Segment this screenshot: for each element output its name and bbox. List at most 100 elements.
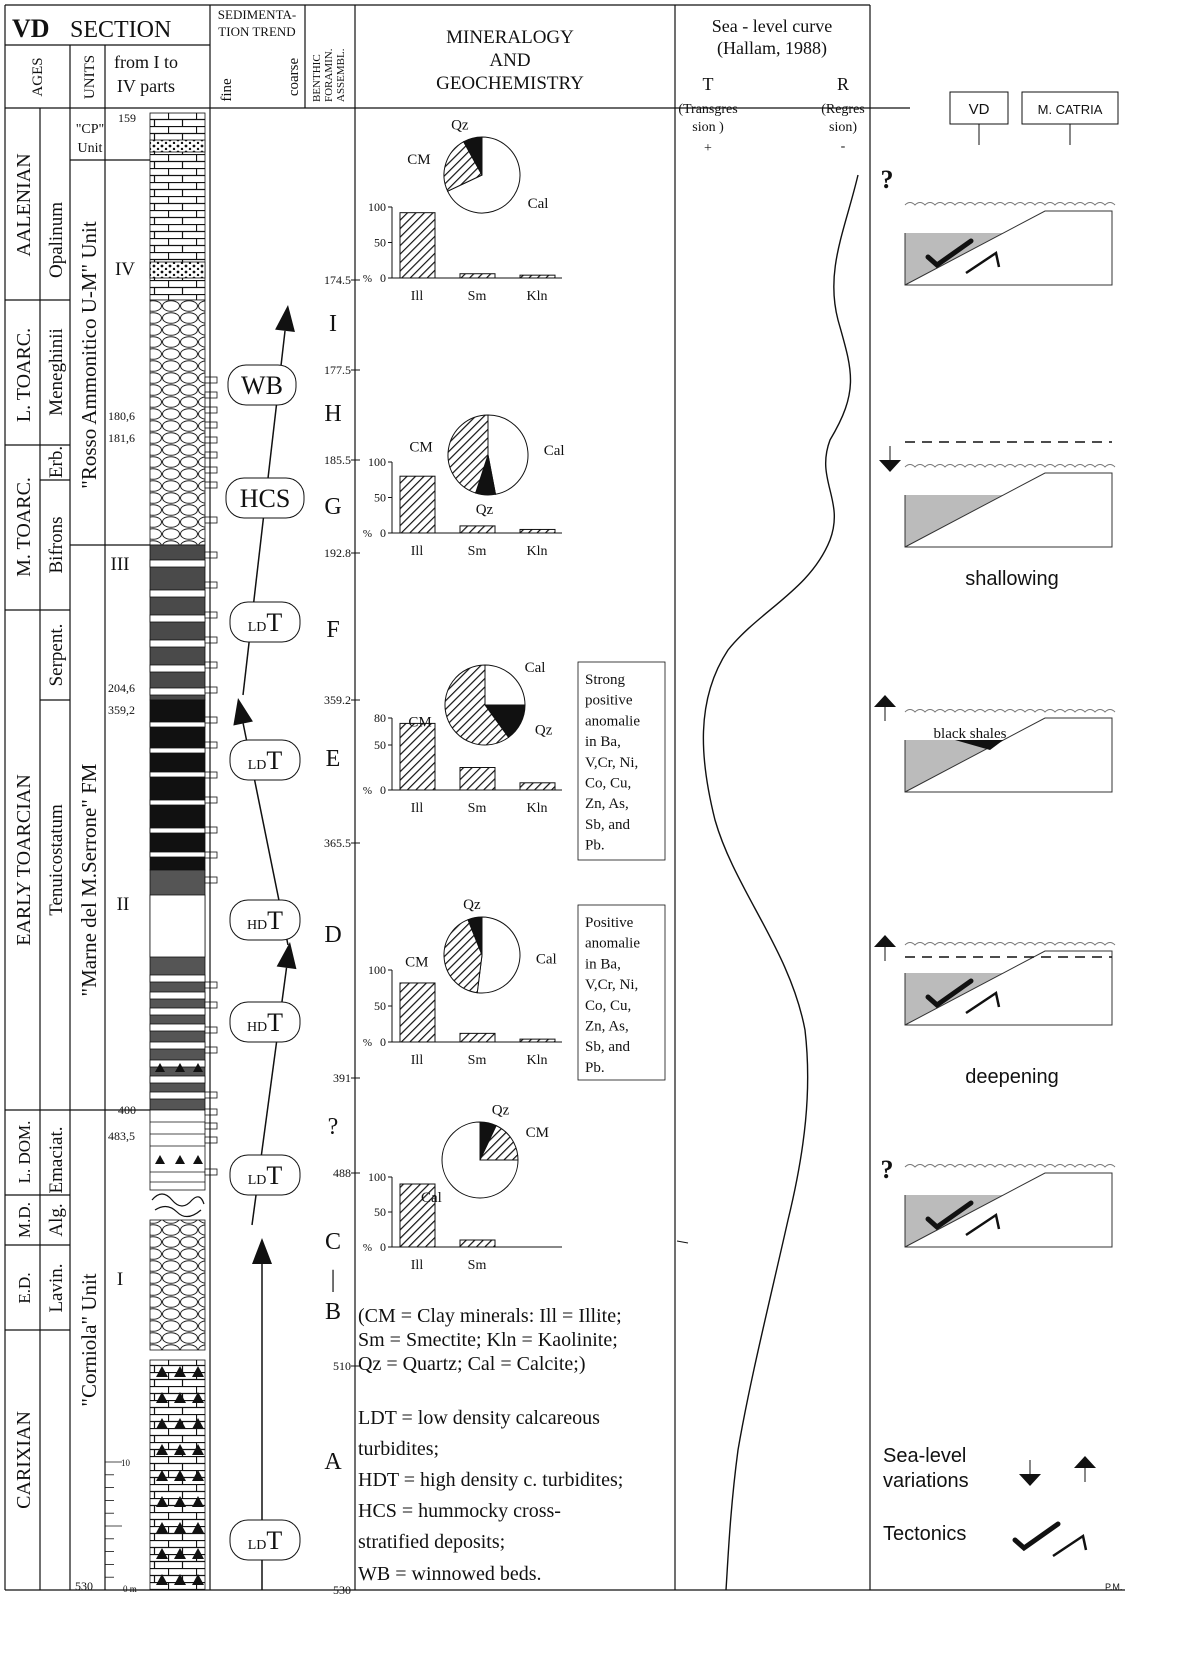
trend-label: WB bbox=[241, 371, 283, 400]
legend: stratified deposits; bbox=[358, 1531, 505, 1553]
bed-edge bbox=[204, 661, 218, 669]
bed-edge bbox=[204, 771, 218, 779]
fall-arrow bbox=[1019, 1474, 1041, 1486]
notes: Co, Cu, bbox=[585, 998, 631, 1014]
limestone-bed bbox=[149, 851, 206, 858]
chert bbox=[156, 1392, 168, 1403]
conglomerate bbox=[149, 261, 206, 279]
limestone-bed bbox=[149, 799, 206, 806]
name: CM bbox=[407, 152, 430, 168]
zones: Opalinum bbox=[46, 202, 67, 278]
parts: I bbox=[117, 1269, 123, 1290]
water-surface bbox=[904, 464, 1116, 468]
water-surface bbox=[904, 942, 1116, 946]
notes: Pb. bbox=[585, 838, 605, 854]
text: (Transgres bbox=[678, 102, 737, 117]
chert bbox=[156, 1418, 168, 1429]
shelf-outline bbox=[904, 950, 1113, 1026]
chert bbox=[174, 1392, 186, 1403]
fall-arrow bbox=[879, 460, 901, 472]
notes: Strong bbox=[585, 672, 626, 688]
depths: 365.5 bbox=[324, 836, 351, 850]
ages: AALENIAN bbox=[13, 153, 35, 256]
trend-label: LDT bbox=[248, 608, 283, 637]
categories: Ill bbox=[411, 1053, 424, 1068]
tectonics: Tectonics bbox=[883, 1523, 966, 1545]
chert bbox=[192, 1548, 204, 1559]
bed-edge bbox=[204, 686, 218, 694]
trend-label: HCS bbox=[240, 484, 291, 513]
marne: "Marne del M.Serrone" FM bbox=[77, 763, 101, 996]
limestone-bed bbox=[149, 559, 206, 568]
categories: Kln bbox=[527, 289, 548, 304]
legend: HCS = hummocky cross- bbox=[358, 1500, 561, 1522]
limestone-bed bbox=[149, 1023, 206, 1032]
text: sion ) bbox=[692, 120, 724, 135]
bed-edge bbox=[204, 516, 218, 524]
notes: Positive bbox=[585, 915, 634, 931]
black-shales: black shales bbox=[934, 726, 1007, 742]
yticks: 100 bbox=[368, 455, 386, 469]
trend-label: LDT bbox=[248, 746, 283, 775]
limestone-bed bbox=[149, 614, 206, 623]
categories: Kln bbox=[527, 801, 548, 816]
ages: EARLY TOARCIAN bbox=[13, 774, 35, 946]
chert bbox=[192, 1496, 204, 1507]
notes: V,Cr, Ni, bbox=[585, 977, 638, 993]
yticks: 80 bbox=[374, 711, 386, 725]
notes: V,Cr, Ni, bbox=[585, 755, 638, 771]
pie-slice bbox=[463, 136, 483, 176]
bed-edge bbox=[204, 741, 218, 749]
categories: Kln bbox=[527, 544, 548, 559]
name: Cal bbox=[536, 951, 557, 967]
tilt-arrow bbox=[965, 990, 1001, 1015]
section-box bbox=[1021, 91, 1119, 125]
yticks: 0 bbox=[380, 1240, 386, 1254]
chert bbox=[192, 1418, 204, 1429]
chert bbox=[175, 1063, 185, 1072]
depths: 488 bbox=[333, 1166, 351, 1180]
bed-edge bbox=[204, 1136, 218, 1144]
tick-mark bbox=[676, 1240, 689, 1244]
limestone-bed bbox=[149, 747, 206, 754]
notes: Zn, As, bbox=[585, 796, 629, 812]
trend-type: WB bbox=[241, 371, 283, 400]
pie-slice bbox=[443, 919, 483, 994]
pie-slice bbox=[444, 664, 510, 746]
question: ? bbox=[881, 165, 894, 194]
bed-edge bbox=[204, 1026, 218, 1034]
section: SECTION bbox=[70, 17, 171, 43]
arrow-head bbox=[276, 942, 297, 970]
trend-label: LDT bbox=[248, 1161, 283, 1190]
zones: | bbox=[331, 1267, 336, 1293]
categories: Ill bbox=[411, 544, 424, 559]
chert bbox=[156, 1366, 168, 1377]
limestone bbox=[149, 1109, 206, 1191]
y-unit: % bbox=[363, 528, 372, 540]
parts: II bbox=[117, 894, 130, 915]
depths: 174.5 bbox=[324, 273, 351, 287]
bar bbox=[459, 1032, 496, 1043]
yticks: 100 bbox=[368, 1170, 386, 1184]
pie-slice bbox=[467, 916, 483, 956]
conglomerate bbox=[149, 139, 206, 153]
y-unit: % bbox=[363, 273, 372, 285]
yticks: 0 bbox=[380, 1035, 386, 1049]
trend-label: HDT bbox=[247, 906, 283, 935]
zones: I bbox=[329, 311, 337, 337]
chert bbox=[174, 1522, 186, 1533]
bed-edge bbox=[204, 796, 218, 804]
trend-bubble bbox=[229, 1001, 301, 1043]
yticks: 100 bbox=[368, 200, 386, 214]
note-box bbox=[577, 661, 666, 861]
limestone-bed bbox=[149, 664, 206, 673]
name: Cal bbox=[544, 443, 565, 459]
cp: "CP" bbox=[76, 122, 105, 137]
chert bbox=[174, 1496, 186, 1507]
categories: Ill bbox=[411, 1258, 424, 1273]
ten: 10 bbox=[121, 1458, 131, 1468]
depths: 159 bbox=[118, 111, 136, 125]
bed-edge bbox=[204, 436, 218, 444]
legend: LDT = low density calcareous bbox=[358, 1407, 600, 1429]
notes: in Ba, bbox=[585, 734, 621, 750]
